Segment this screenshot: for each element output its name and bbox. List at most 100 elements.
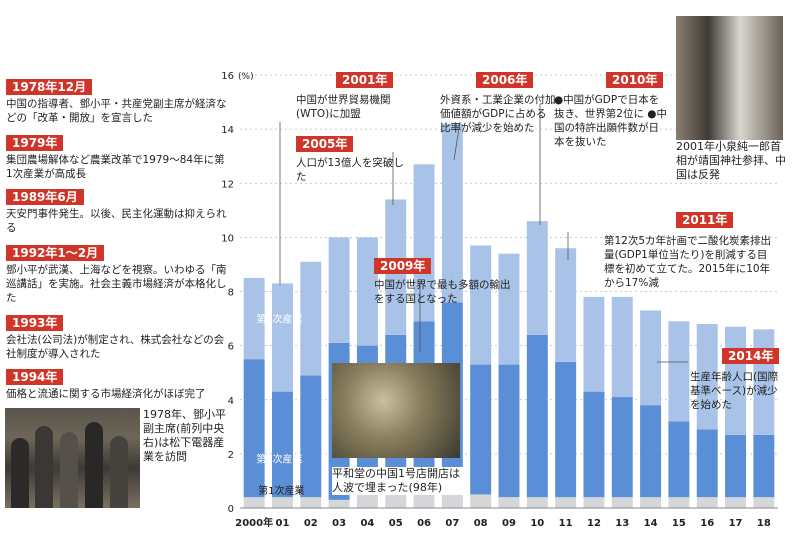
timeline-entry: 1994年 価格と流通に関する市場経済化がほぼ完了 xyxy=(6,366,228,401)
bar-segment xyxy=(640,405,662,498)
bar-segment xyxy=(526,497,548,508)
annotation-leader-line xyxy=(453,121,461,161)
bar-segment xyxy=(470,364,492,495)
timeline-year-badge: 1993年 xyxy=(6,315,64,331)
legend-label-tertiary: 第3次産業 xyxy=(256,313,302,326)
timeline-text: 価格と流通に関する市場経済化がほぼ完了 xyxy=(6,388,206,400)
x-tick-label: 04 xyxy=(360,518,374,529)
x-tick-label: 12 xyxy=(587,518,601,529)
x-tick-label: 06 xyxy=(417,518,431,529)
bar-segment xyxy=(413,164,435,322)
x-tick-label: 16 xyxy=(700,518,714,529)
deng-xiaoping-photo xyxy=(5,408,140,508)
timeline-text: 天安門事件発生。以後、民主化運動は抑えられる xyxy=(6,208,227,234)
y-tick-label: 16 xyxy=(221,71,234,82)
bar-segment xyxy=(668,497,690,508)
legend-label-primary: 第1次産業 xyxy=(258,484,304,497)
x-tick-label: 2000年 xyxy=(235,516,273,529)
bar-segment xyxy=(470,245,492,365)
y-tick-label: 6 xyxy=(228,342,234,353)
x-tick-label: 10 xyxy=(530,518,544,529)
bar-segment xyxy=(696,429,718,498)
timeline-year-badge: 1978年12月 xyxy=(6,79,93,95)
annotation-text: ●中国がGDPで日本を抜き、世界第2位に ●中国の特許出願件数が日本を抜いた xyxy=(554,94,667,148)
bar-segment xyxy=(498,497,520,508)
bar-segment xyxy=(300,497,322,508)
bar-segment xyxy=(668,321,690,422)
bar-segment xyxy=(300,375,322,498)
annotation-text: 外資系・工業企業の付加価値額がGDPに占める比率が減少を始めた xyxy=(440,94,556,134)
bar-segment xyxy=(271,497,293,508)
koizumi-photo-caption: 2001年小泉純一郎首相が靖国神社参拝、中国は反発 xyxy=(676,140,786,181)
bar-segment xyxy=(328,237,350,343)
bar-segment xyxy=(385,491,407,508)
timeline-year-badge: 1989年6月 xyxy=(6,189,84,205)
timeline-entry: 1992年1～2月 鄧小平が武漢、上海などを視察。いわゆる「南巡講話」を実施。社… xyxy=(6,242,228,305)
heiwado-crowd-photo xyxy=(332,363,460,458)
bar-segment xyxy=(696,497,718,508)
x-tick-label: 07 xyxy=(445,518,459,529)
x-tick-label: 11 xyxy=(559,518,573,529)
bar-segment xyxy=(243,497,265,508)
bar-segment xyxy=(583,497,605,508)
timeline-text: 鄧小平が武漢、上海などを視察。いわゆる「南巡講話」を実施。社会主義市場経済が本格… xyxy=(6,264,227,304)
annotation-year-badge: 2014年 xyxy=(722,348,780,364)
bar-segment xyxy=(498,364,520,498)
annotation-year-badge: 2005年 xyxy=(296,136,354,152)
annotation-year-badge: 2006年 xyxy=(476,72,534,88)
timeline-entry: 1989年6月 天安門事件発生。以後、民主化運動は抑えられる xyxy=(6,186,228,235)
annotation-year-badge: 2011年 xyxy=(676,212,734,228)
bar-segment xyxy=(555,361,577,498)
annotation-text: 中国が世界で最も多額の輸出をする国となった xyxy=(374,279,511,305)
bar-segment xyxy=(356,237,378,346)
bar-segment xyxy=(555,497,577,508)
bar-segment xyxy=(526,334,548,498)
annotation-year-badge: 2001年 xyxy=(336,72,394,88)
y-tick-label: 12 xyxy=(221,179,234,190)
timeline-entry: 1978年12月 中国の指導者、鄧小平・共産党副主席が経済などの「改革・開放」を… xyxy=(6,76,228,125)
annotation-text: 中国が世界貿易機関(WTO)に加盟 xyxy=(296,94,391,120)
timeline-year-badge: 1994年 xyxy=(6,369,64,385)
bar-segment xyxy=(526,221,548,335)
annotation-text: 第12次5カ年計画で二酸化炭素排出量(GDP1単位当たり)を削減する目標を初めて… xyxy=(604,235,772,289)
crowd-photo-caption: 平和堂の中国1号店開店は人波で埋まった(98年) xyxy=(332,467,466,495)
bar-segment xyxy=(271,283,293,392)
x-tick-label: 08 xyxy=(474,518,488,529)
bar-segment xyxy=(441,123,463,303)
bar-segment xyxy=(243,359,265,498)
timeline-entry: 1979年 集団農場解体など農業改革で1979～84年に第1次産業が高成長 xyxy=(6,132,228,181)
timeline-text: 会社法(公司法)が制定され、株式会社などの会社制度が導入された xyxy=(6,334,225,360)
annotation-year-badge: 2010年 xyxy=(606,72,664,88)
timeline-text: 中国の指導者、鄧小平・共産党副主席が経済などの「改革・開放」を宣言した xyxy=(6,98,227,124)
bar-segment xyxy=(555,248,577,362)
bar-segment xyxy=(271,391,293,498)
bar-segment xyxy=(725,434,747,498)
x-tick-label: 01 xyxy=(276,518,290,529)
bar-segment xyxy=(611,296,633,398)
bar-segment xyxy=(668,421,690,498)
x-tick-label: 18 xyxy=(757,518,771,529)
x-tick-label: 05 xyxy=(389,518,403,529)
y-tick-label: 14 xyxy=(221,125,234,136)
bar-segment xyxy=(611,497,633,508)
bar-segment xyxy=(300,261,322,376)
bar-segment xyxy=(356,491,378,508)
x-tick-label: 02 xyxy=(304,518,318,529)
timeline-year-badge: 1992年1～2月 xyxy=(6,245,105,261)
x-tick-label: 17 xyxy=(729,518,743,529)
bar-segment xyxy=(583,391,605,498)
y-tick-label: 4 xyxy=(228,396,234,407)
x-tick-label: 03 xyxy=(332,518,346,529)
timeline-text: 集団農場解体など農業改革で1979～84年に第1次産業が高成長 xyxy=(6,154,225,180)
bar-segment xyxy=(243,277,265,360)
y-unit-label: (%) xyxy=(238,72,254,82)
x-tick-label: 13 xyxy=(615,518,629,529)
y-tick-label: 0 xyxy=(228,504,234,515)
deng-photo-caption: 1978年、鄧小平副主席(前列中央右)は松下電器産業を訪問 xyxy=(143,408,226,463)
bar-segment xyxy=(413,491,435,508)
bar-segment xyxy=(640,310,662,406)
bar-segment xyxy=(611,397,633,498)
x-tick-label: 15 xyxy=(672,518,686,529)
annotation-text: 生産年齢人口(国際基準ベース)が減少を始めた xyxy=(690,371,779,411)
annotation-year-badge: 2009年 xyxy=(374,258,432,274)
